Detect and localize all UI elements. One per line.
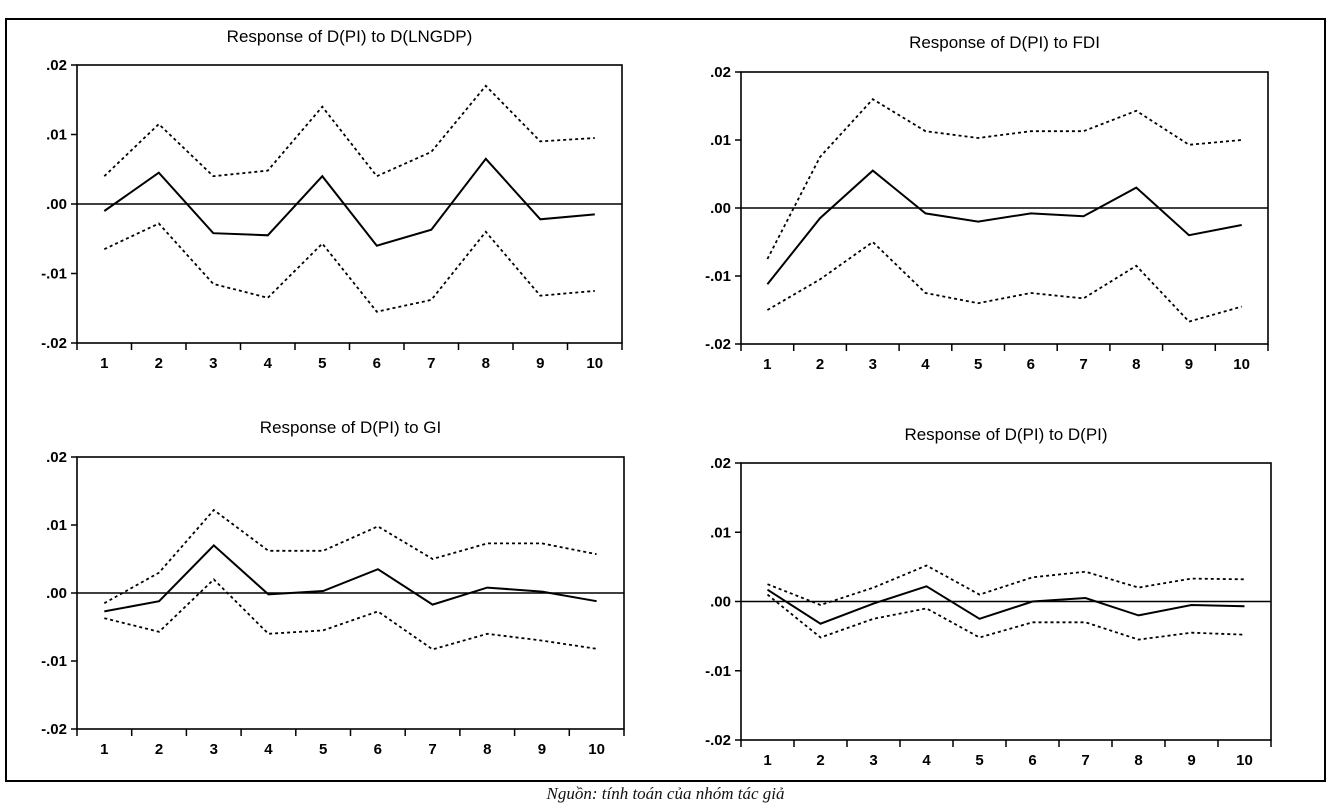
- x-tick-label: 4: [264, 355, 273, 372]
- y-tick-label: .00: [46, 585, 67, 602]
- x-tick-label: 5: [318, 355, 326, 372]
- x-tick-label: 7: [427, 355, 435, 372]
- series-lower-line: [103, 222, 595, 313]
- x-tick-label: 1: [100, 355, 108, 372]
- x-tick-label: 6: [373, 355, 381, 372]
- x-tick-label: 9: [538, 741, 546, 758]
- series-upper-line: [767, 564, 1245, 606]
- x-tick-label: 10: [588, 741, 605, 758]
- x-tick-label: 5: [319, 741, 327, 758]
- x-tick-label: 4: [921, 356, 930, 373]
- series-upper-line: [103, 84, 595, 178]
- x-tick-label: 1: [763, 752, 771, 769]
- y-tick-label: .02: [46, 449, 67, 466]
- panel-title: Response of D(PI) to D(PI): [904, 425, 1107, 444]
- panel-1: Response of D(PI) to D(LNGDP) .02 .01 .00 -.…: [41, 27, 623, 372]
- y-tick-label: -.02: [41, 335, 67, 352]
- series-response-line: [766, 585, 1245, 625]
- series-response-line: [103, 157, 595, 247]
- y-tick-label: -.01: [705, 268, 731, 285]
- x-tick-label: 3: [210, 741, 218, 758]
- series-lower-line: [766, 240, 1242, 323]
- x-tick-label: 10: [1236, 752, 1253, 769]
- series-upper-line: [103, 508, 597, 604]
- panel-4: Response of D(PI) to D(PI) .02 .01 .00 -.01 -…: [705, 425, 1272, 769]
- x-tick-label: 1: [100, 741, 108, 758]
- figure-frame: [5, 18, 1326, 782]
- y-tick-label: .00: [710, 594, 731, 611]
- x-tick-label: 7: [428, 741, 436, 758]
- y-tick-label: .01: [46, 127, 67, 144]
- source-note: Nguồn: tính toán của nhóm tác giả: [546, 784, 785, 803]
- x-tick-label: 4: [264, 741, 273, 758]
- x-tick-label: 9: [1187, 752, 1195, 769]
- x-tick-label: 8: [482, 355, 490, 372]
- y-tick-label: .01: [710, 524, 731, 541]
- panel-title: Response of D(PI) to FDI: [909, 33, 1100, 52]
- y-tick-label: .01: [710, 132, 731, 149]
- y-tick-label: .00: [46, 196, 67, 213]
- x-tick-label: 2: [816, 356, 824, 373]
- x-tick-label: 7: [1081, 752, 1089, 769]
- y-tick-label: .02: [710, 64, 731, 81]
- panel-3: Response of D(PI) to GI .02 .01 .00 -.01 -.02…: [41, 418, 625, 758]
- x-tick-label: 6: [1027, 356, 1035, 373]
- x-tick-label: 2: [155, 355, 163, 372]
- panel-2: Response of D(PI) to FDI .02 .01 .00 -.01 -.0…: [705, 33, 1269, 373]
- x-tick-label: 2: [155, 741, 163, 758]
- y-tick-label: .01: [46, 517, 67, 534]
- x-tick-label: 10: [1233, 356, 1250, 373]
- y-tick-label: -.02: [41, 721, 67, 738]
- x-tick-label: 8: [483, 741, 491, 758]
- x-tick-label: 4: [922, 752, 931, 769]
- y-tick-label: -.01: [41, 653, 67, 670]
- y-tick-label: -.02: [705, 336, 731, 353]
- y-tick-label: .02: [46, 57, 67, 74]
- x-tick-label: 9: [1185, 356, 1193, 373]
- x-tick-label: 3: [869, 356, 877, 373]
- x-tick-label: 5: [974, 356, 982, 373]
- x-tick-label: 7: [1079, 356, 1087, 373]
- x-tick-label: 2: [816, 752, 824, 769]
- x-tick-label: 10: [586, 355, 603, 372]
- series-upper-line: [766, 98, 1242, 260]
- x-tick-label: 6: [1028, 752, 1036, 769]
- x-tick-label: 3: [869, 752, 877, 769]
- panel-title: Response of D(PI) to D(LNGDP): [227, 27, 473, 46]
- x-tick-label: 3: [209, 355, 217, 372]
- series-response-line: [766, 169, 1242, 285]
- x-tick-label: 6: [374, 741, 382, 758]
- x-tick-label: 8: [1134, 752, 1142, 769]
- panel-title: Response of D(PI) to GI: [260, 418, 441, 437]
- y-tick-label: .00: [710, 200, 731, 217]
- x-tick-label: 5: [975, 752, 983, 769]
- y-tick-label: .02: [710, 455, 731, 472]
- x-tick-label: 1: [763, 356, 771, 373]
- series-response-line: [104, 544, 597, 613]
- x-tick-label: 9: [536, 355, 544, 372]
- x-tick-label: 8: [1132, 356, 1140, 373]
- y-tick-label: -.01: [705, 663, 731, 680]
- y-tick-label: -.02: [705, 732, 731, 749]
- series-lower-line: [766, 593, 1245, 641]
- y-tick-label: -.01: [41, 266, 67, 283]
